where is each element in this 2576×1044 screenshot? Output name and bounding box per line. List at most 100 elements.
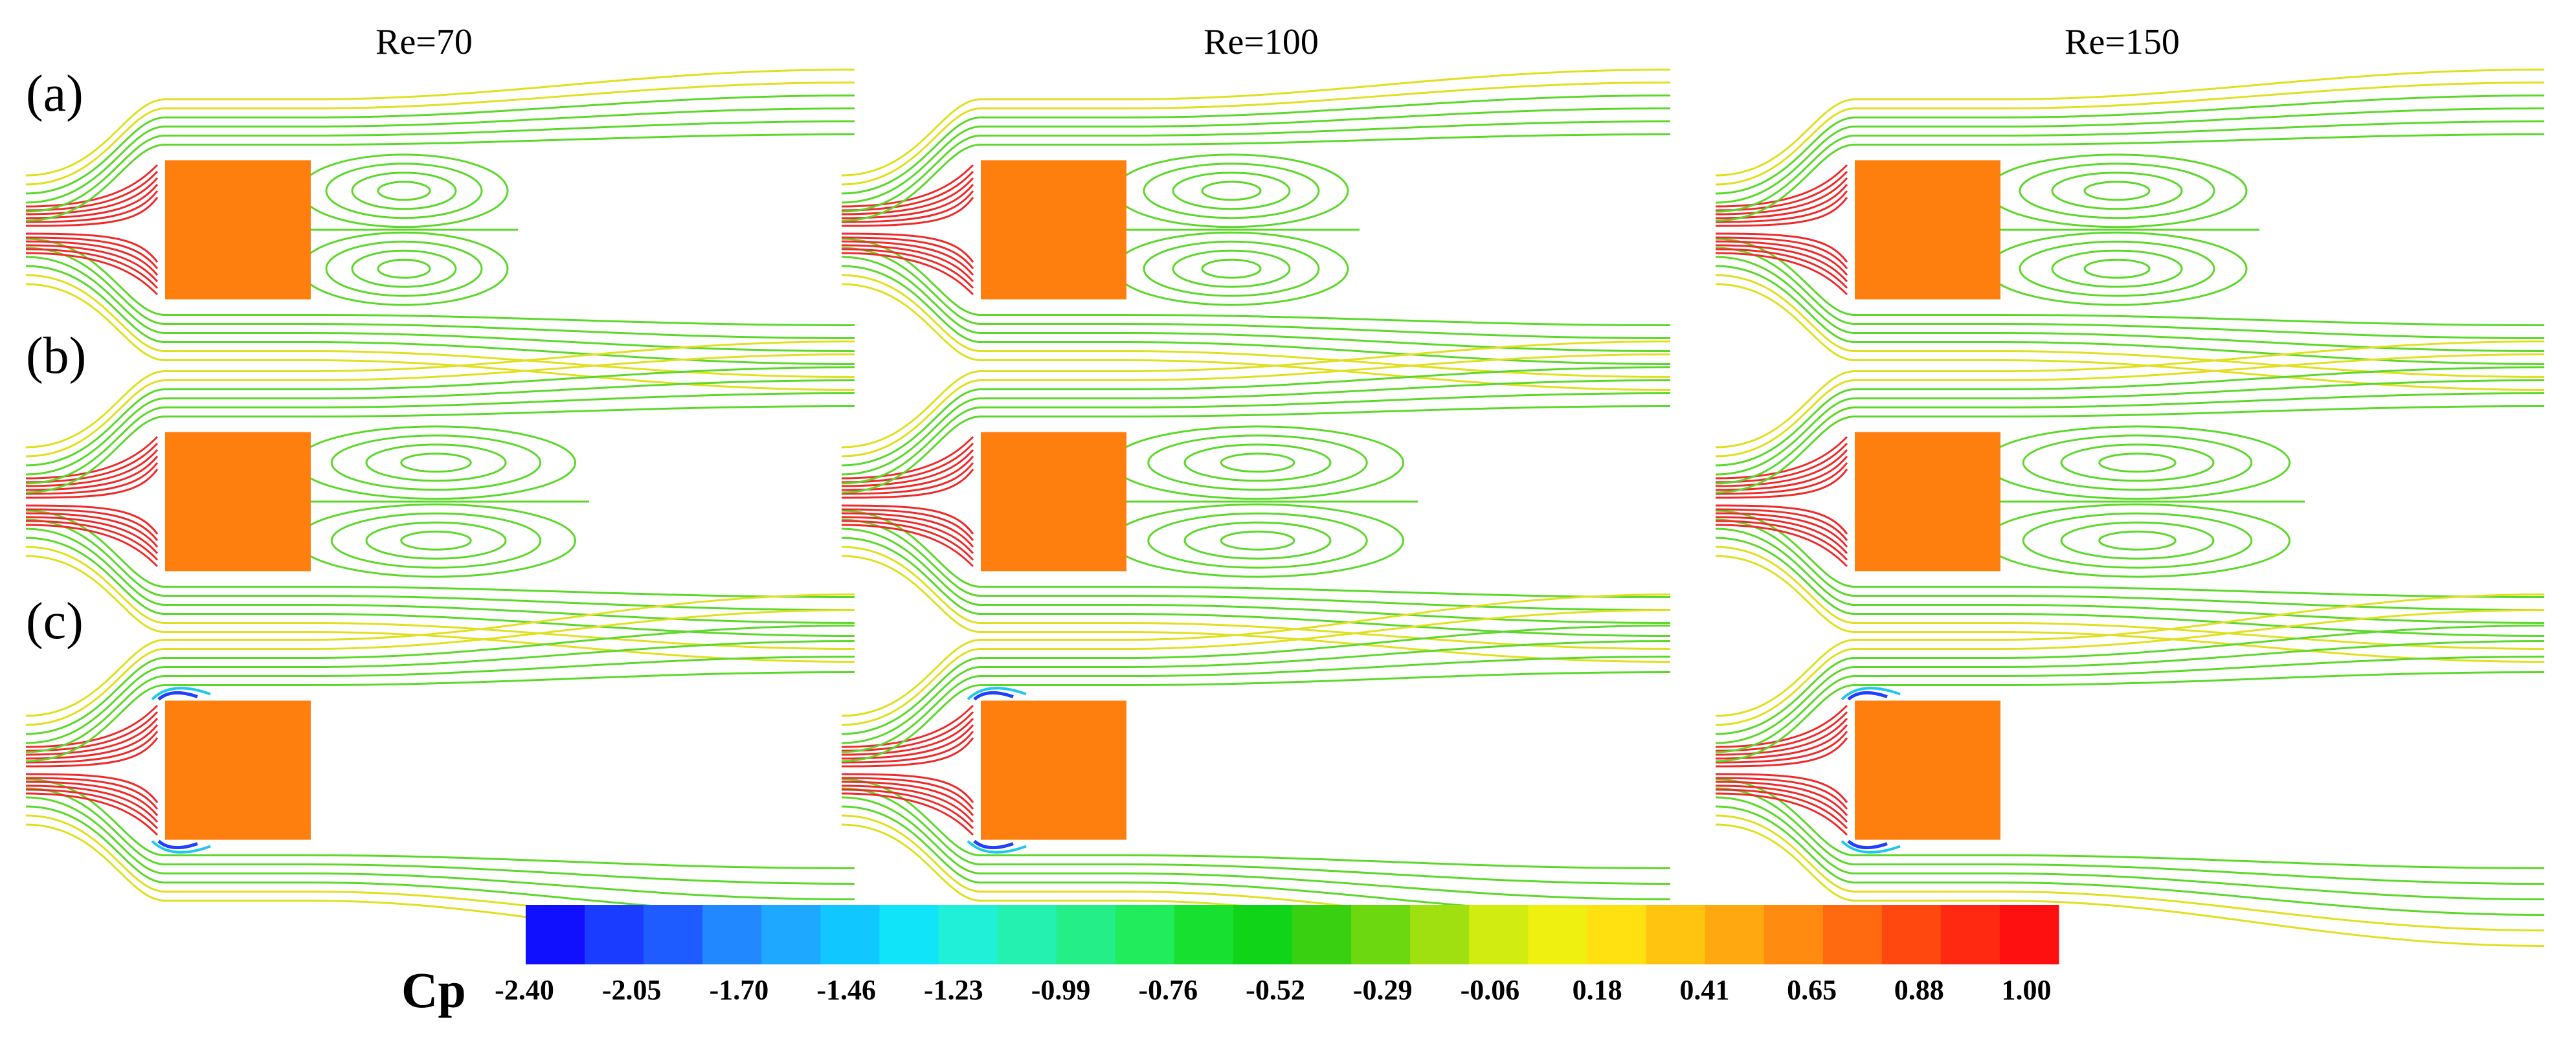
wake-vortex-streamline — [1147, 512, 1368, 569]
streamline — [1715, 640, 2545, 744]
streamline — [1715, 366, 2545, 467]
colorbar-tick-label: 0.41 — [1679, 974, 1730, 1006]
stagnation-streamline — [841, 442, 974, 483]
streamline — [841, 247, 1671, 339]
wake-vortex-streamline — [1172, 249, 1291, 288]
streamline — [841, 120, 1671, 213]
streamline — [841, 107, 1671, 204]
stagnation-streamline — [25, 792, 159, 836]
streamline — [841, 528, 1671, 624]
streamline — [841, 594, 1671, 717]
streamline — [25, 340, 855, 449]
colorbar-swatch — [1351, 905, 1411, 964]
stagnation-streamline — [25, 516, 159, 554]
colorbar-swatch — [1822, 905, 1883, 964]
wake-vortex-streamline — [1986, 231, 2248, 306]
stagnation-streamline — [25, 737, 159, 768]
stagnation-streamline — [1715, 462, 1848, 495]
stagnation-streamline — [1715, 252, 1848, 296]
square-cylinder — [165, 700, 311, 840]
stagnation-streamline — [25, 508, 159, 541]
stagnation-streamline — [841, 781, 974, 816]
streamline — [841, 656, 1671, 753]
stagnation-streamline — [25, 436, 159, 480]
streamline — [841, 625, 1671, 735]
streamline — [25, 671, 855, 762]
wake-vortex-streamline — [330, 512, 542, 569]
stagnation-streamline — [25, 524, 159, 568]
wake-vortex-streamline — [2098, 452, 2177, 473]
streamline — [841, 366, 1671, 467]
colorbar-swatch — [997, 905, 1057, 964]
stagnation-streamline — [25, 520, 159, 561]
stagnation-streamline — [841, 197, 974, 227]
colorbar-swatch — [1469, 905, 1529, 964]
square-cylinder — [1855, 160, 2000, 300]
streamline — [25, 405, 855, 494]
colorbar-tick-label: 0.18 — [1572, 974, 1622, 1006]
colorbar-swatch — [526, 905, 585, 964]
stagnation-streamline — [1715, 190, 1848, 223]
streamline — [25, 107, 855, 204]
colorbar-swatch — [1587, 905, 1646, 964]
wake-vortex-streamline — [351, 249, 457, 288]
stagnation-streamline — [1715, 442, 1848, 483]
streamline — [841, 546, 1671, 650]
stagnation-streamline — [25, 788, 159, 830]
streamline — [25, 796, 855, 900]
wake-vortex-streamline — [1201, 258, 1262, 279]
stagnation-streamline — [1715, 524, 1848, 568]
colorbar-swatch — [1881, 905, 1942, 964]
stagnation-streamline — [1715, 504, 1848, 535]
streamline — [1715, 594, 2545, 717]
colorbar-swatch — [938, 905, 998, 964]
separation-cyan-streamline — [1841, 840, 1901, 854]
colorbar-tick-label: -1.46 — [816, 974, 876, 1006]
wake-vortex-streamline — [330, 434, 542, 491]
stagnation-streamline — [841, 718, 974, 756]
stagnation-streamline — [1715, 711, 1848, 752]
colorbar-tick-label: -0.52 — [1246, 974, 1305, 1006]
streamline — [25, 509, 855, 598]
column-title-re100: Re=100 — [1204, 22, 1319, 62]
colorbar-tick-label: -0.29 — [1352, 974, 1413, 1006]
stagnation-streamline — [25, 718, 159, 756]
stagnation-streamline — [841, 520, 974, 561]
stagnation-streamline — [25, 773, 159, 803]
stagnation-streamline — [25, 704, 159, 748]
wake-vortex-streamline — [1147, 434, 1368, 491]
streamline — [1715, 656, 2545, 753]
streamline — [25, 555, 855, 663]
colorbar-swatch — [1056, 905, 1116, 964]
panel-c-1 — [25, 594, 855, 947]
streamline — [1715, 274, 2545, 378]
row-label-c: (c) — [26, 593, 84, 650]
stagnation-streamline — [1715, 164, 1848, 208]
streamline — [841, 778, 1671, 869]
streamline — [1715, 787, 2545, 885]
separation-blue-streamline — [157, 839, 198, 850]
wake-vortex-streamline — [1183, 443, 1332, 482]
stagnation-streamline — [841, 236, 974, 269]
streamline — [25, 238, 855, 326]
wake-vortex-streamline — [296, 425, 576, 500]
streamline — [25, 82, 855, 186]
colorbar-tick-label: 1.00 — [2001, 974, 2052, 1006]
wake-vortex-streamline — [2051, 249, 2183, 288]
streamline — [841, 94, 1671, 195]
colorbar-tick-label: -1.23 — [924, 974, 983, 1006]
wake-vortex-streamline — [1220, 530, 1295, 551]
stagnation-streamline — [841, 737, 974, 768]
streamline — [1715, 823, 2545, 947]
streamline — [25, 778, 855, 869]
stagnation-streamline — [841, 232, 974, 263]
stagnation-streamline — [1715, 737, 1848, 768]
panel-b-1 — [25, 340, 855, 663]
stagnation-streamline — [841, 190, 974, 223]
square-cylinder — [981, 700, 1126, 840]
streamline — [841, 555, 1671, 663]
streamline — [841, 379, 1671, 476]
stagnation-streamline — [1715, 244, 1848, 282]
streamline — [25, 353, 855, 458]
streamline — [841, 238, 1671, 326]
